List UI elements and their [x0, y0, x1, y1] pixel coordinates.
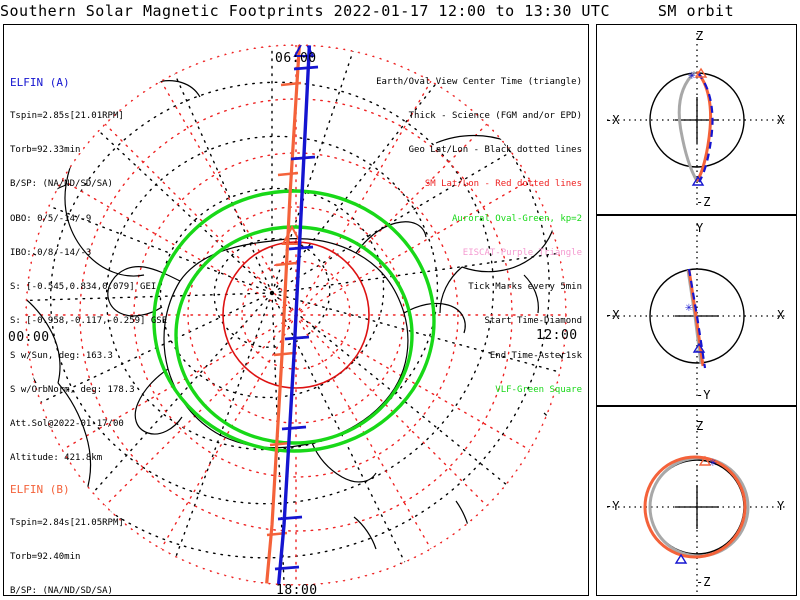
orbit-origin-cross-yz — [675, 485, 719, 529]
credit-block: Tsyganenko-1996 Created: Fri Jan 13 18:4… — [422, 578, 588, 595]
legend-item-start-time: Start Time-Diamond — [484, 316, 582, 327]
elfin-b-label: ELFIN (B) — [10, 482, 70, 496]
orbit-axis-label-yz-bottom: -Z — [696, 575, 711, 589]
legend-item-thick-science: Thick - Science (FGM and/or EPD) — [408, 111, 582, 122]
elfin-a-line-7: S w/Sun, deg: 163.3 — [10, 350, 113, 361]
orbit-axis-label-xz-bottom: -Z — [696, 195, 711, 209]
elfin-b-line-1: Torb=92.40min — [10, 552, 81, 563]
orbit-plot-xy: ✳ — [607, 224, 787, 398]
orbit-markers-xz: ✳ — [688, 67, 708, 186]
elfin-a-line-4: IBO: 0/8/-14/-3 — [10, 247, 92, 258]
earth-circle-xy — [649, 268, 745, 364]
svg-text:✳: ✳ — [709, 455, 717, 470]
orbit-panel-yz: ✳ Z -Z -Y Y — [596, 406, 797, 596]
map-legend: Earth/Oval View Center Time (triangle) T… — [376, 54, 582, 419]
legend-item-vlf: VLF-Green Square — [495, 384, 582, 395]
legend-item-tick-marks: Tick Marks every 5min — [468, 282, 582, 293]
elfin-a-line-1: Torb=92.33min — [10, 145, 81, 156]
orbit-axis-label-yz-right: Y — [777, 499, 785, 513]
elfin-b-info-block: ELFIN (B) Tspin=2.84s[21.05RPM] Torb=92.… — [10, 461, 162, 596]
elfin-a-line-10: Altitude: 421.8km — [10, 453, 103, 464]
orbit-trace-elfin-b-xz — [695, 70, 713, 182]
elfin-a-line-8: S w/OrbNorm, deg: 178.3 — [10, 384, 135, 395]
elfin-a-line-0: Tspin=2.85s[21.01RPM] — [10, 111, 124, 122]
orbit-panel-xz: ✳ Z -Z -X X — [596, 24, 797, 215]
orbit-axis-label-xy-left: -X — [605, 308, 620, 322]
orbit-plot-yz: ✳ — [607, 409, 787, 593]
elfin-b-track — [264, 45, 303, 585]
sm-inner-circle — [222, 241, 370, 389]
mlt-label-00: 00:00 — [8, 330, 50, 345]
orbit-axis-label-xy-right: X — [777, 308, 785, 322]
orbit-axis-label-xz-right: X — [777, 113, 785, 127]
elfin-b-line-0: Tspin=2.84s[21.05RPM] — [10, 518, 124, 529]
polar-map-panel: ELFIN (A) Tspin=2.85s[21.01RPM] Torb=92.… — [3, 24, 589, 596]
map-outer-boundary — [25, 44, 567, 586]
elfin-a-line-5: S: [-0.545,0.834,0.079] GEI — [10, 282, 157, 293]
orbit-axis-label-xz-top: Z — [696, 29, 704, 43]
orbit-axis-label-xy-bottom: -Y — [696, 388, 711, 402]
orbit-axis-label-yz-left: -Y — [605, 499, 620, 513]
elfin-a-info-block: ELFIN (A) Tspin=2.85s[21.01RPM] Torb=92.… — [10, 54, 167, 487]
legend-item-geo-grid: Geo Lat/Lon - Black dotted lines — [408, 145, 582, 156]
elfin-a-track — [274, 45, 319, 585]
elfin-a-line-9: Att.Sol@2022-01-17/00 — [10, 419, 124, 429]
mlt-label-12: 12:00 — [536, 328, 578, 343]
orbit-axes-yz — [607, 409, 787, 593]
orbit-axis-label-xy-top: Y — [696, 221, 704, 235]
mlt-label-18: 18:00 — [276, 583, 318, 596]
legend-item-view-center: Earth/Oval View Center Time (triangle) — [376, 76, 582, 87]
auroral-oval — [152, 189, 436, 453]
svg-text:✳: ✳ — [685, 300, 693, 315]
legend-item-auroral-oval: Auroral Oval-Green, kp=2 — [451, 213, 582, 224]
orbit-trace-elfin-a-xy — [687, 268, 707, 369]
elfin-b-center-marker — [281, 224, 303, 245]
orbit-panel-title: SM orbit — [657, 2, 735, 20]
elfin-a-line-2: B/SP: (NA/ND/SD/SA) — [10, 179, 113, 190]
elfin-a-line-3: OBO: 0/5/-14/-9 — [10, 213, 92, 224]
orbit-trace-gray-xz — [677, 70, 699, 182]
page-title: Southern Solar Magnetic Footprints 2022-… — [0, 2, 610, 20]
svg-text:✳: ✳ — [688, 68, 696, 83]
orbit-axis-label-xz-left: -X — [605, 113, 620, 127]
orbit-markers-xy: ✳ — [685, 300, 706, 353]
orbit-markers-yz: ✳ — [674, 455, 717, 564]
legend-item-sm-grid: SM Lat/Lon - Red dotted lines — [424, 179, 582, 190]
elfin-b-line-2: B/SP: (NA/ND/SD/SA) — [10, 586, 113, 596]
orbit-plot-xz: ✳ — [607, 33, 787, 207]
polar-map-plot — [25, 44, 567, 586]
elfin-a-center-marker — [293, 45, 315, 57]
orbit-trace-elfin-b-yz — [643, 455, 747, 559]
orbit-panel-xy: ✳ Y -Y -X X — [596, 215, 797, 406]
legend-item-eiscat: EISCAT-Purple Triangle — [462, 247, 582, 258]
orbit-axes-xz — [607, 33, 787, 207]
legend-item-end-time: End Time-Aster1sk — [489, 350, 582, 361]
orbit-trace-elfin-a-xz — [697, 72, 714, 183]
orbit-axes-xy — [607, 224, 787, 398]
mlt-label-06: 06:00 — [275, 51, 317, 66]
elfin-a-label: ELFIN (A) — [10, 75, 70, 89]
elfin-a-line-6: S: [-0.958,-0.117,-0.259] GSE — [10, 316, 168, 327]
orbit-axis-label-yz-top: Z — [696, 419, 704, 433]
